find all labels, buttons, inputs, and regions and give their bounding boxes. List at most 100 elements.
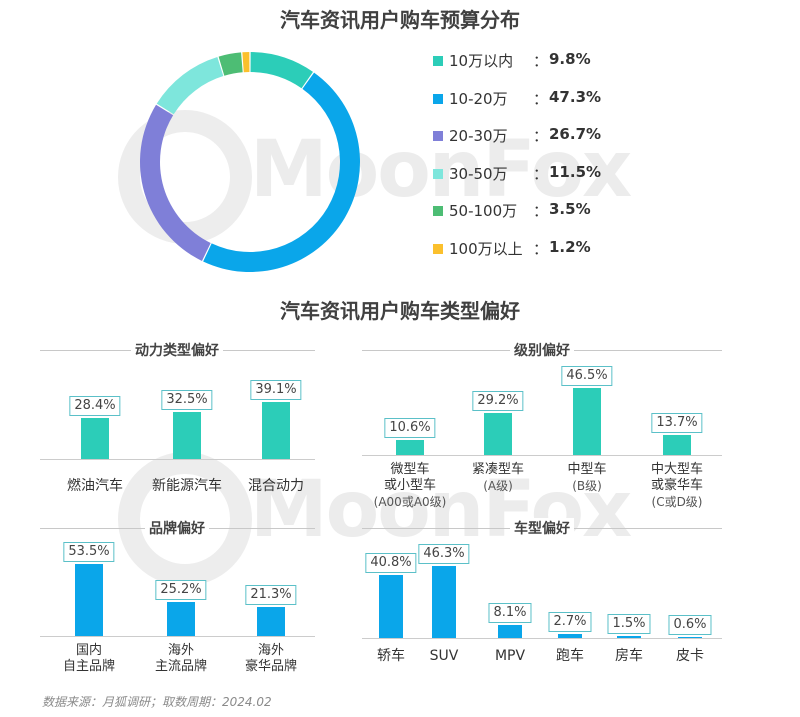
bar-value-label: 53.5% [63, 541, 115, 562]
bar [432, 566, 456, 638]
donut-slice-5 [242, 52, 250, 73]
watermark-bottom: MoonFox [250, 465, 632, 555]
brand-header: 品牌偏好 [40, 518, 315, 538]
donut-slice-0 [250, 52, 313, 89]
bar-category-line: (B级) [572, 479, 602, 493]
bar-category-label: 燃油汽车 [67, 478, 123, 494]
bar-category-label: 海外 主流品牌 [155, 643, 207, 675]
class-header: 级别偏好 [362, 340, 722, 360]
bar [75, 563, 103, 636]
legend-value: 11.5% [549, 163, 602, 181]
bar [484, 412, 512, 455]
legend-colon: ： [533, 90, 549, 108]
bar-value-label: 46.3% [418, 544, 470, 565]
donut-slice-3 [156, 56, 224, 115]
donut-slice-4 [218, 52, 243, 76]
bar-category-line: 中型车 [567, 462, 607, 477]
bar-value-label: 0.6% [668, 615, 712, 636]
bar-category-label: SUV [430, 648, 459, 664]
bar-category-line: 新能源汽车 [152, 478, 222, 494]
bar-value-label: 46.5% [561, 366, 613, 387]
bar-category-line: 或豪华车 [650, 478, 704, 493]
bar-value-label: 32.5% [161, 389, 213, 410]
legend-colon: ： [533, 127, 549, 145]
bar-category-line: 主流品牌 [154, 659, 208, 674]
bar-category-label: 轿车 [377, 648, 405, 664]
bar-category-line: 轿车 [377, 648, 405, 664]
bar [498, 625, 522, 638]
legend-swatch [433, 56, 443, 66]
bar-value-label: 21.3% [245, 585, 297, 606]
legend-label: 50-100万 [449, 202, 518, 220]
bar-category-line: 豪华品牌 [244, 659, 298, 674]
bar-value-label: 39.1% [250, 379, 302, 400]
legend-colon: ： [533, 165, 549, 183]
bar-axis [362, 638, 722, 639]
bar-category-label: 紧凑型车 (A级) [472, 462, 524, 494]
bar-category-label: 国内 自主品牌 [63, 643, 115, 675]
section-title: 汽车资讯用户购车类型偏好 [280, 299, 520, 323]
bar-category-label: 中型车 (B级) [567, 462, 606, 494]
bar-category-line: (A00或A0级) [373, 495, 447, 509]
bar-category-label: 新能源汽车 [152, 478, 222, 494]
bar [173, 411, 201, 459]
bar [379, 574, 403, 638]
legend-label: 10-20万 [449, 90, 508, 108]
legend-swatch [433, 169, 443, 179]
bar-value-label: 8.1% [488, 603, 532, 624]
bar-category-line: 房车 [615, 648, 643, 664]
legend-label: 10万以内 [449, 52, 514, 70]
bar-value-label: 25.2% [155, 579, 207, 600]
legend-value: 26.7% [549, 125, 602, 143]
bar-category-line: 微型车 [390, 462, 430, 477]
bar-category-line: 海外 [257, 643, 285, 658]
bar [617, 635, 641, 638]
bar-category-label: 海外 豪华品牌 [245, 643, 297, 675]
bar-axis [40, 636, 315, 637]
bar [558, 633, 582, 638]
legend-swatch [433, 94, 443, 104]
bar [396, 439, 424, 455]
legend-colon: ： [533, 202, 549, 220]
bar-axis [40, 459, 315, 460]
bar-category-label: 跑车 [556, 648, 584, 664]
bar-category-line: 紧凑型车 [471, 462, 525, 477]
legend-label: 30-50万 [449, 165, 508, 183]
bar [167, 601, 195, 636]
bar-category-label: 房车 [615, 648, 643, 664]
bar-category-line: SUV [429, 648, 459, 664]
bar-category-line: 跑车 [556, 648, 584, 664]
bar-category-label: 中大型车 或豪华车 (C或D级) [651, 462, 703, 510]
bar-category-line: 燃油汽车 [67, 478, 123, 494]
bar-value-label: 28.4% [69, 395, 121, 416]
source-note: 数据来源：月狐调研；取数周期：2024.02 [42, 695, 272, 709]
bar-category-label: 微型车 或小型车 (A00或A0级) [374, 462, 447, 510]
bar-category-line: 自主品牌 [62, 659, 116, 674]
bar-category-line: 国内 [75, 643, 103, 658]
bar [573, 388, 601, 455]
bar-category-line: 皮卡 [676, 648, 704, 664]
bar [262, 401, 290, 459]
bar-value-label: 1.5% [607, 613, 651, 634]
donut-slice-2 [139, 104, 211, 261]
legend-label: 100万以上 [449, 240, 523, 258]
legend-value: 1.2% [549, 238, 591, 256]
legend-swatch [433, 244, 443, 254]
bar-axis [362, 455, 722, 456]
power-type-header: 动力类型偏好 [40, 340, 315, 360]
bar [678, 637, 702, 638]
bar-category-label: 混合动力 [248, 478, 304, 494]
donut-slice-1 [203, 72, 360, 272]
body-type-header: 车型偏好 [362, 518, 722, 538]
bar [257, 607, 285, 636]
donut-chart [139, 52, 360, 272]
legend-value: 3.5% [549, 200, 591, 218]
legend-value: 47.3% [549, 88, 602, 106]
bar-value-label: 2.7% [548, 611, 592, 632]
bar-category-line: 海外 [167, 643, 195, 658]
bar-category-line: 混合动力 [248, 478, 304, 494]
bar-category-label: 皮卡 [676, 648, 704, 664]
bar-category-line: 或小型车 [383, 478, 436, 493]
bar-value-label: 10.6% [384, 417, 436, 438]
bar-category-line: MPV [494, 648, 526, 664]
